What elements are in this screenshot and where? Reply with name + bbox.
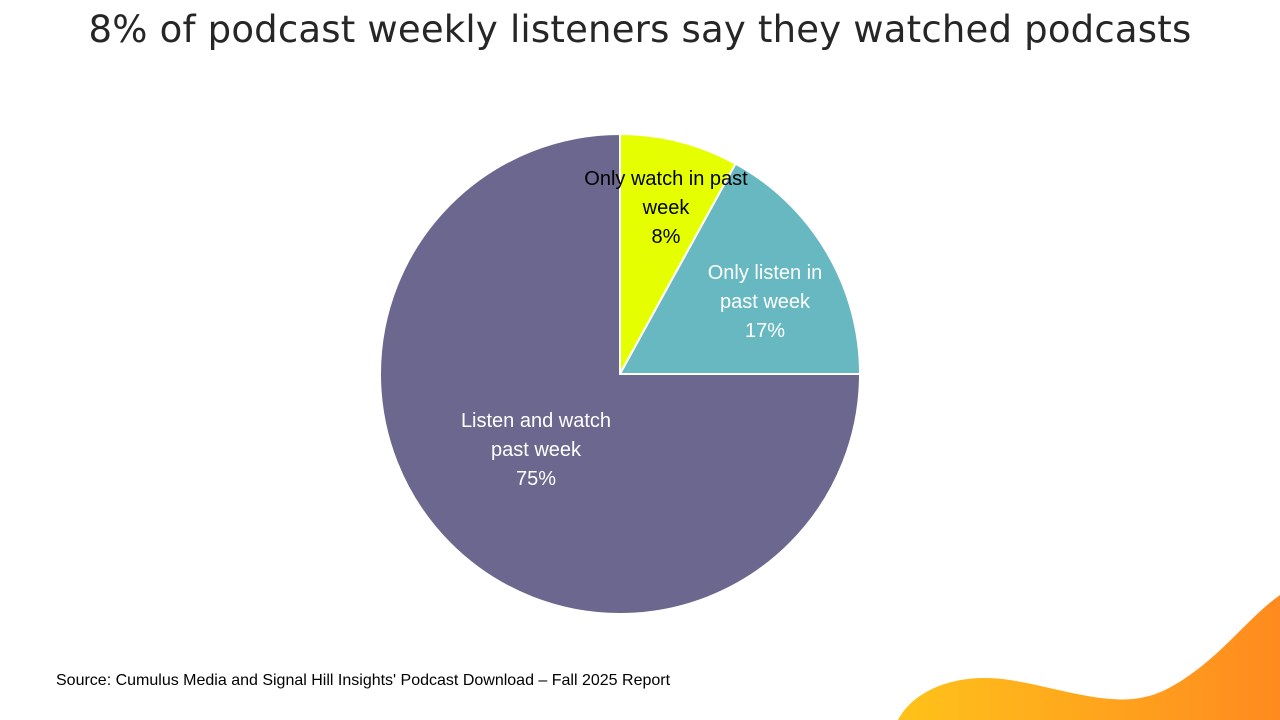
pie-label-text: Only listen in (708, 262, 823, 284)
source-note: Source: Cumulus Media and Signal Hill In… (56, 672, 671, 689)
pie-slice-1 (619, 132, 737, 375)
pie-label-2: Only listen in past week 17% (708, 262, 823, 342)
pie-label-value: 8% (652, 226, 681, 248)
pie-label-text: week (642, 197, 691, 219)
pie-label-text: Listen and watch (461, 410, 611, 432)
pie-label-value: 17% (745, 320, 785, 342)
pie-label-1: Only watch in past week 8% (584, 168, 748, 248)
pie-label-value: 75% (516, 468, 556, 490)
pie-slice-2 (618, 162, 862, 375)
pie-slices (379, 132, 862, 615)
pie-labels: Only watch in past week 8% Only listen in pa… (461, 168, 822, 490)
pie-label-text: past week (491, 439, 582, 461)
pie-slice-3 (379, 132, 862, 615)
pie-label-text: Only watch in past (584, 168, 748, 190)
pie-label-text: past week (720, 291, 811, 313)
page-title: 8% of podcast weekly listeners say they … (88, 8, 1192, 51)
pie-label-3: Listen and watch past week 75% (461, 410, 611, 490)
